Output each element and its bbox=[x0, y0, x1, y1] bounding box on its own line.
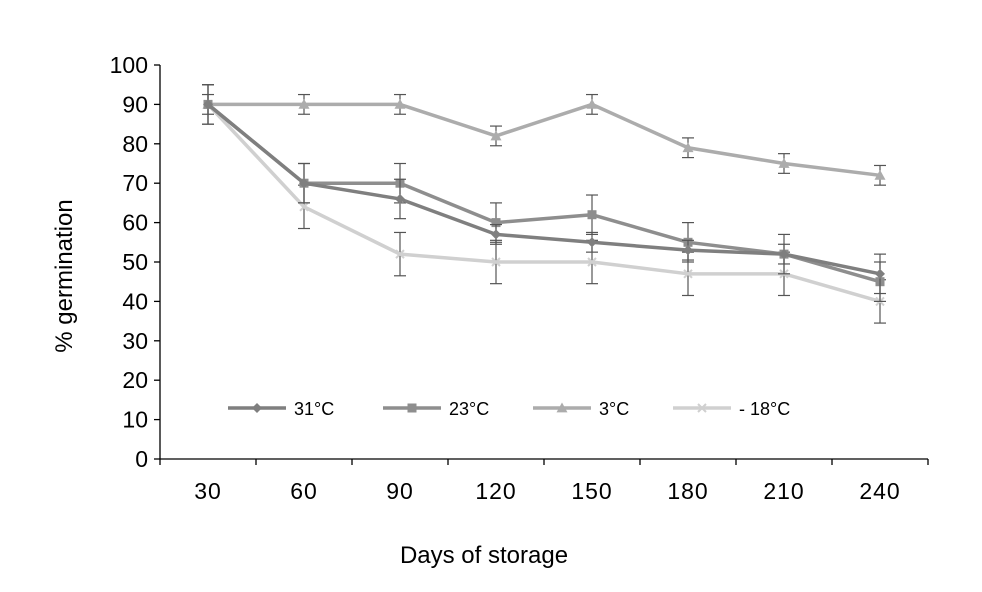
y-tick-label: 100 bbox=[110, 52, 148, 78]
data-point bbox=[779, 249, 789, 260]
y-tick-label: 50 bbox=[122, 249, 148, 275]
y-tick-label: 80 bbox=[122, 131, 148, 157]
data-point bbox=[491, 257, 501, 267]
data-point bbox=[203, 99, 213, 110]
y-tick-label: 10 bbox=[122, 407, 148, 433]
series-line bbox=[208, 102, 881, 178]
y-tick-label: 20 bbox=[122, 367, 148, 393]
x-tick-label: 240 bbox=[859, 478, 900, 504]
data-point bbox=[586, 98, 598, 109]
legend-label: 23°C bbox=[449, 399, 489, 419]
x-tick-label: 60 bbox=[290, 478, 318, 504]
legend: 31°C 23°C 3°C - 18°C bbox=[228, 399, 790, 419]
x-tick-label: 210 bbox=[763, 478, 804, 504]
legend-label: 3°C bbox=[599, 399, 629, 419]
marker-stroke bbox=[587, 257, 597, 267]
data-point bbox=[491, 218, 501, 228]
data-point bbox=[683, 269, 693, 279]
legend-marker bbox=[252, 403, 262, 413]
legend-item: 3°C bbox=[533, 399, 629, 419]
legend-item: 23°C bbox=[383, 399, 489, 419]
legend-label: 31°C bbox=[294, 399, 334, 419]
legend-item: - 18°C bbox=[673, 399, 790, 419]
series-line bbox=[206, 103, 881, 304]
data-point bbox=[394, 98, 406, 109]
y-tick-label: 90 bbox=[122, 91, 148, 117]
marker-stroke bbox=[491, 257, 501, 267]
data-point bbox=[490, 130, 502, 141]
data-point bbox=[491, 229, 501, 240]
y-tick-label: 70 bbox=[122, 170, 148, 196]
x-axis-title: Days of storage bbox=[400, 542, 568, 569]
y-axis-title: % germination bbox=[51, 199, 78, 352]
legend-marker bbox=[697, 403, 707, 413]
data-point bbox=[395, 249, 405, 259]
legend-marker bbox=[407, 403, 417, 413]
data-point bbox=[299, 202, 309, 212]
y-tick-label: 0 bbox=[135, 446, 148, 472]
marker-stroke bbox=[683, 269, 693, 279]
data-point bbox=[587, 257, 597, 267]
legend-label: - 18°C bbox=[739, 399, 790, 419]
data-point bbox=[587, 210, 597, 220]
legend-marker bbox=[556, 402, 568, 413]
x-tick-label: 150 bbox=[571, 478, 612, 504]
legend-item: 31°C bbox=[228, 399, 334, 419]
series-layer bbox=[202, 84, 886, 324]
x-tick-label: 180 bbox=[667, 478, 708, 504]
x-tick-label: 90 bbox=[386, 478, 414, 504]
data-point bbox=[778, 158, 790, 168]
y-tick-label: 60 bbox=[122, 210, 148, 236]
marker-stroke bbox=[395, 249, 405, 259]
x-tick-label: 30 bbox=[194, 478, 222, 504]
y-tick-label: 40 bbox=[122, 288, 148, 314]
x-tick-label: 120 bbox=[475, 478, 516, 504]
series-line bbox=[206, 103, 881, 276]
marker-stroke bbox=[697, 403, 707, 413]
data-point bbox=[683, 245, 693, 256]
data-point bbox=[298, 98, 310, 109]
y-tick-label: 30 bbox=[122, 328, 148, 354]
data-point bbox=[395, 193, 405, 204]
data-point bbox=[682, 142, 694, 153]
data-point bbox=[874, 169, 886, 180]
data-point bbox=[875, 268, 885, 279]
series-31-c bbox=[202, 84, 886, 295]
series-3-c bbox=[202, 93, 886, 186]
axes: 0 10 20 30 40 50 60 70 80 90 100 30 60 90 120 150 180 210… bbox=[110, 52, 929, 504]
marker-stroke bbox=[299, 202, 309, 212]
data-point bbox=[587, 237, 597, 248]
data-point bbox=[299, 178, 309, 189]
